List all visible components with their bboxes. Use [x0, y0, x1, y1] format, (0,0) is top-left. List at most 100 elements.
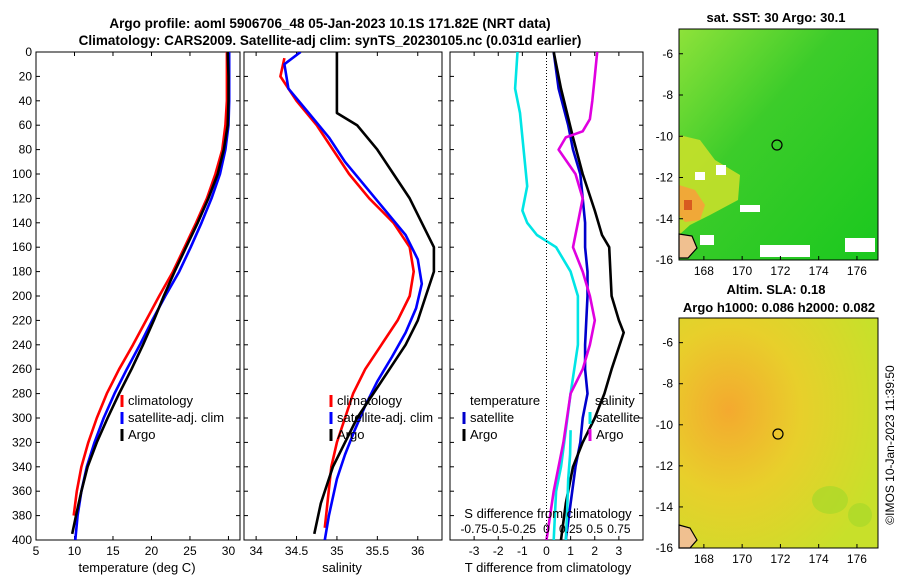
salinity-series [279, 52, 436, 540]
map-x-tick-label: 174 [809, 552, 829, 566]
x-tick-label: -1 [517, 544, 528, 558]
y-tick-label: 220 [12, 313, 32, 327]
sst-missing-cell [845, 238, 875, 252]
x-tick-label: -3 [469, 544, 480, 558]
x-tick-label: 5 [33, 544, 40, 558]
figure-title-line2: Climatology: CARS2009. Satellite-adj cli… [79, 33, 582, 48]
sst-missing-cell [740, 205, 760, 212]
s-difference-tick-labels: -0.75 -0.5 -0.25 0 0.25 0.5 0.75 [460, 522, 630, 536]
s-diff-tick-label: 0 [543, 522, 550, 536]
sst-missing-cell [716, 165, 726, 175]
x-tick-label: 1 [567, 544, 574, 558]
map-x-tick-label: 176 [847, 264, 867, 278]
x-tick-label: 0 [543, 544, 550, 558]
x-tick-label: 35 [330, 544, 344, 558]
y-tick-label: 340 [12, 460, 32, 474]
sla-map-axes: 168 170 172 174 176 -6 -8 -10 -12 -14 -16 [656, 336, 868, 566]
sla-field [679, 318, 878, 548]
map-x-tick-label: 172 [770, 552, 790, 566]
y-tick-label: 120 [12, 191, 32, 205]
temperature-axes: 5 10 15 20 25 3002040608010012014016018020022… [12, 45, 240, 558]
map-x-tick-label: 168 [694, 552, 714, 566]
legend-label-t-argo: Argo [470, 427, 497, 442]
s-diff-tick-label: -0.5 [488, 522, 509, 536]
y-tick-label: 140 [12, 216, 32, 230]
map-y-tick-label: -6 [662, 47, 673, 61]
sla-low-patch [848, 503, 872, 527]
y-tick-label: 200 [12, 289, 32, 303]
y-tick-label: 300 [12, 411, 32, 425]
x-tick-label: 3 [616, 544, 623, 558]
map-y-tick-label: -8 [662, 88, 673, 102]
x-tick-label: 30 [222, 544, 236, 558]
y-tick-label: 280 [12, 387, 32, 401]
temperature-legend: climatology satellite-adj. clim Argo [120, 393, 224, 442]
sla-map-title: Altim. SLA: 0.18 [727, 282, 826, 297]
map-x-tick-label: 170 [732, 552, 752, 566]
y-tick-label: 240 [12, 338, 32, 352]
x-tick-label: 36 [411, 544, 425, 558]
legend-label-s-argo: Argo [596, 427, 623, 442]
salinity-plot-frame [243, 51, 443, 541]
difference-series [513, 52, 626, 540]
argo-position-marker [771, 139, 783, 151]
map-y-tick-label: -14 [656, 500, 674, 514]
sst-map [678, 28, 879, 261]
map-y-tick-label: -16 [656, 541, 674, 555]
series-line-argo [70, 52, 230, 535]
legend-title-temperature: temperature [470, 393, 540, 408]
sst-missing-cell [700, 235, 714, 245]
y-tick-label: 60 [19, 118, 33, 132]
s-diff-tick-label: -0.75 [460, 522, 488, 536]
temperature-plot-frame [35, 51, 241, 541]
s-diff-tick-label: 0.5 [586, 522, 603, 536]
s-diff-tick-label: -0.25 [509, 522, 537, 536]
salinity-axes: 34 34.5 35 35.5 36 [244, 51, 442, 558]
y-tick-label: 20 [19, 69, 33, 83]
legend-label-satellite: satellite-adj. clim [128, 410, 224, 425]
x-tick-label: 10 [68, 544, 82, 558]
x-tick-label: 15 [106, 544, 120, 558]
sst-map-frame [678, 28, 879, 261]
map-y-tick-label: -8 [662, 377, 673, 391]
series-line-t-climatology [552, 52, 626, 540]
y-tick-label: 40 [19, 94, 33, 108]
legend-label-climatology: climatology [337, 393, 403, 408]
map-y-tick-label: -12 [656, 459, 674, 473]
figure-title-line1: Argo profile: aoml 5906706_48 05-Jan-202… [109, 16, 550, 31]
s-diff-tick-label: 0.75 [607, 522, 631, 536]
y-tick-label: 0 [25, 45, 32, 59]
map-y-tick-label: -6 [662, 336, 673, 350]
legend-title-salinity: salinity [595, 393, 635, 408]
map-x-tick-label: 170 [732, 264, 752, 278]
copyright-stamp: ©IMOS 10-Jan-2023 11:39:50 [883, 365, 897, 525]
sst-hot-cell [684, 200, 692, 210]
x-tick-label: 34 [249, 544, 263, 558]
x-tick-label: 34.5 [285, 544, 309, 558]
difference-temperature-legend: temperature satellite Argo [462, 393, 540, 442]
temperature-xlabel: temperature (deg C) [78, 560, 195, 575]
series-line-satellite-adj-clim [283, 52, 424, 540]
y-tick-label: 380 [12, 509, 32, 523]
y-tick-label: 400 [12, 533, 32, 547]
salinity-xlabel: salinity [322, 560, 362, 575]
y-tick-label: 80 [19, 143, 33, 157]
map-y-tick-label: -10 [656, 418, 674, 432]
series-line-s-argo [545, 52, 599, 540]
sst-missing-cell [695, 172, 705, 180]
map-y-tick-label: -14 [656, 212, 674, 226]
map-x-tick-label: 176 [847, 552, 867, 566]
y-tick-label: 160 [12, 240, 32, 254]
difference-top-axis-label: S difference from climatology [464, 506, 632, 521]
map-x-tick-label: 172 [770, 264, 790, 278]
temperature-series [70, 52, 231, 540]
x-tick-label: 35.5 [366, 544, 390, 558]
difference-salinity-legend: salinity satellite Argo [588, 393, 640, 442]
x-tick-label: 2 [591, 544, 598, 558]
x-tick-label: -2 [493, 544, 504, 558]
series-line-argo [313, 52, 436, 535]
s-diff-tick-label: 0.25 [559, 522, 583, 536]
y-tick-label: 360 [12, 484, 32, 498]
sst-map-title: sat. SST: 30 Argo: 30.1 [707, 10, 846, 25]
